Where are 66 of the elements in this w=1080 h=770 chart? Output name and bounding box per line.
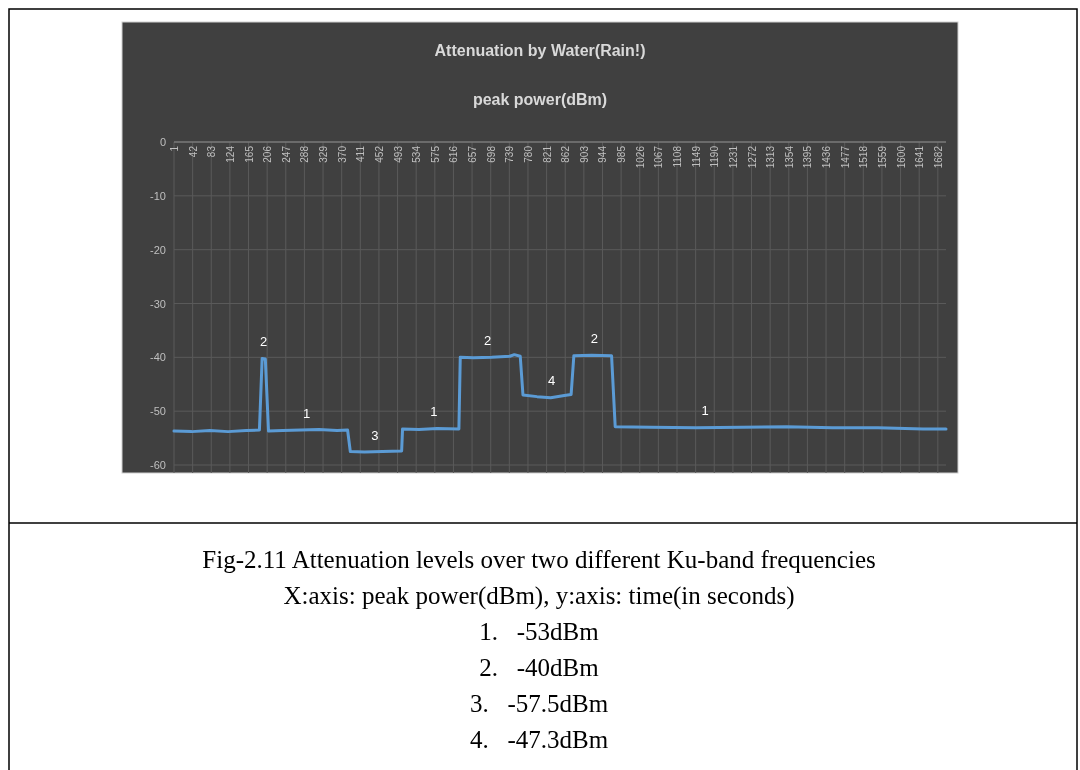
x-tick-label: 1477 <box>839 145 851 169</box>
text: 4. -47.3dBm <box>469 726 609 753</box>
x-tick-label: 1067 <box>653 145 665 169</box>
annotation: 2 <box>259 334 268 350</box>
x-tick-label: 575 <box>429 145 441 163</box>
annotation: 1 <box>701 403 709 419</box>
text: 3. -57.5dBm <box>469 690 609 717</box>
x-tick-label: 206 <box>262 145 274 163</box>
x-tick-label: 247 <box>280 145 292 163</box>
annotation: 2 <box>483 333 492 349</box>
text: Fig-2.11 Attenuation levels over two different Ku-band frequencies <box>202 546 876 573</box>
y-tick-label: -30 <box>150 297 166 310</box>
x-tick-label: 821 <box>541 145 553 163</box>
x-tick-label: 1354 <box>783 145 795 169</box>
x-tick-label: 1600 <box>895 145 907 169</box>
x-tick-label: 780 <box>522 145 534 163</box>
x-tick-label: 985 <box>616 145 628 163</box>
y-tick-label: -50 <box>150 405 166 418</box>
x-tick-label: 288 <box>299 145 311 163</box>
text: 1. -53dBm <box>479 618 600 645</box>
x-tick-label: 1272 <box>746 145 758 169</box>
x-tick-label: 1231 <box>727 145 739 169</box>
x-tick-label: 329 <box>318 145 330 163</box>
x-tick-label: 1436 <box>821 145 833 169</box>
x-tick-label: 42 <box>187 145 199 158</box>
x-tick-label: 698 <box>485 145 497 163</box>
text: X:axis: peak power(dBm), y:axis: time(in seconds) <box>283 582 795 610</box>
y-tick-label: -20 <box>150 243 166 256</box>
x-tick-label: 1190 <box>709 145 721 168</box>
annotation: 2 <box>590 331 598 347</box>
y-tick-label: -40 <box>150 351 166 364</box>
y-tick-label: -60 <box>150 459 166 471</box>
x-tick-label: 452 <box>373 145 385 163</box>
x-tick-label: 1682 <box>932 145 944 169</box>
line-series <box>172 353 948 454</box>
annotation: 4 <box>547 372 556 388</box>
x-tick-label: 1313 <box>765 145 777 169</box>
x-tick-label: 616 <box>448 145 460 163</box>
annotation: 1 <box>430 404 438 420</box>
chart-subtitle: peak power(dBm) <box>472 91 608 108</box>
x-tick-label: 903 <box>578 145 590 163</box>
chart-title: Attenuation by Water(Rain!) <box>434 42 646 59</box>
x-tick-label: 165 <box>243 145 255 163</box>
x-tick-label: 657 <box>467 145 479 163</box>
x-tick-label: 944 <box>597 145 609 163</box>
x-tick-label: 370 <box>336 145 348 163</box>
x-tick-label: 493 <box>392 145 404 163</box>
x-tick-label: 1559 <box>876 145 888 169</box>
x-tick-label: 1108 <box>672 145 683 168</box>
y-tick-label: 0 <box>159 136 166 148</box>
x-tick-label: 411 <box>355 145 367 162</box>
x-tick-label: 83 <box>206 145 218 158</box>
x-tick-label: 739 <box>504 145 516 163</box>
x-tick-label: 1518 <box>858 145 870 169</box>
y-tick-label: -10 <box>150 189 166 202</box>
x-tick-label: 1641 <box>914 145 926 169</box>
x-tick-label: 124 <box>224 145 236 163</box>
x-tick-label: 1026 <box>634 145 646 169</box>
annotation: 3 <box>371 427 379 443</box>
text: 2. -40dBm <box>479 654 600 681</box>
x-tick-label: 1149 <box>690 145 702 168</box>
x-tick-label: 1395 <box>802 145 814 169</box>
x-tick-label: 862 <box>560 145 572 163</box>
x-tick-label: 1 <box>169 145 180 152</box>
x-tick-label: 534 <box>411 145 423 163</box>
annotation: 1 <box>303 406 311 422</box>
